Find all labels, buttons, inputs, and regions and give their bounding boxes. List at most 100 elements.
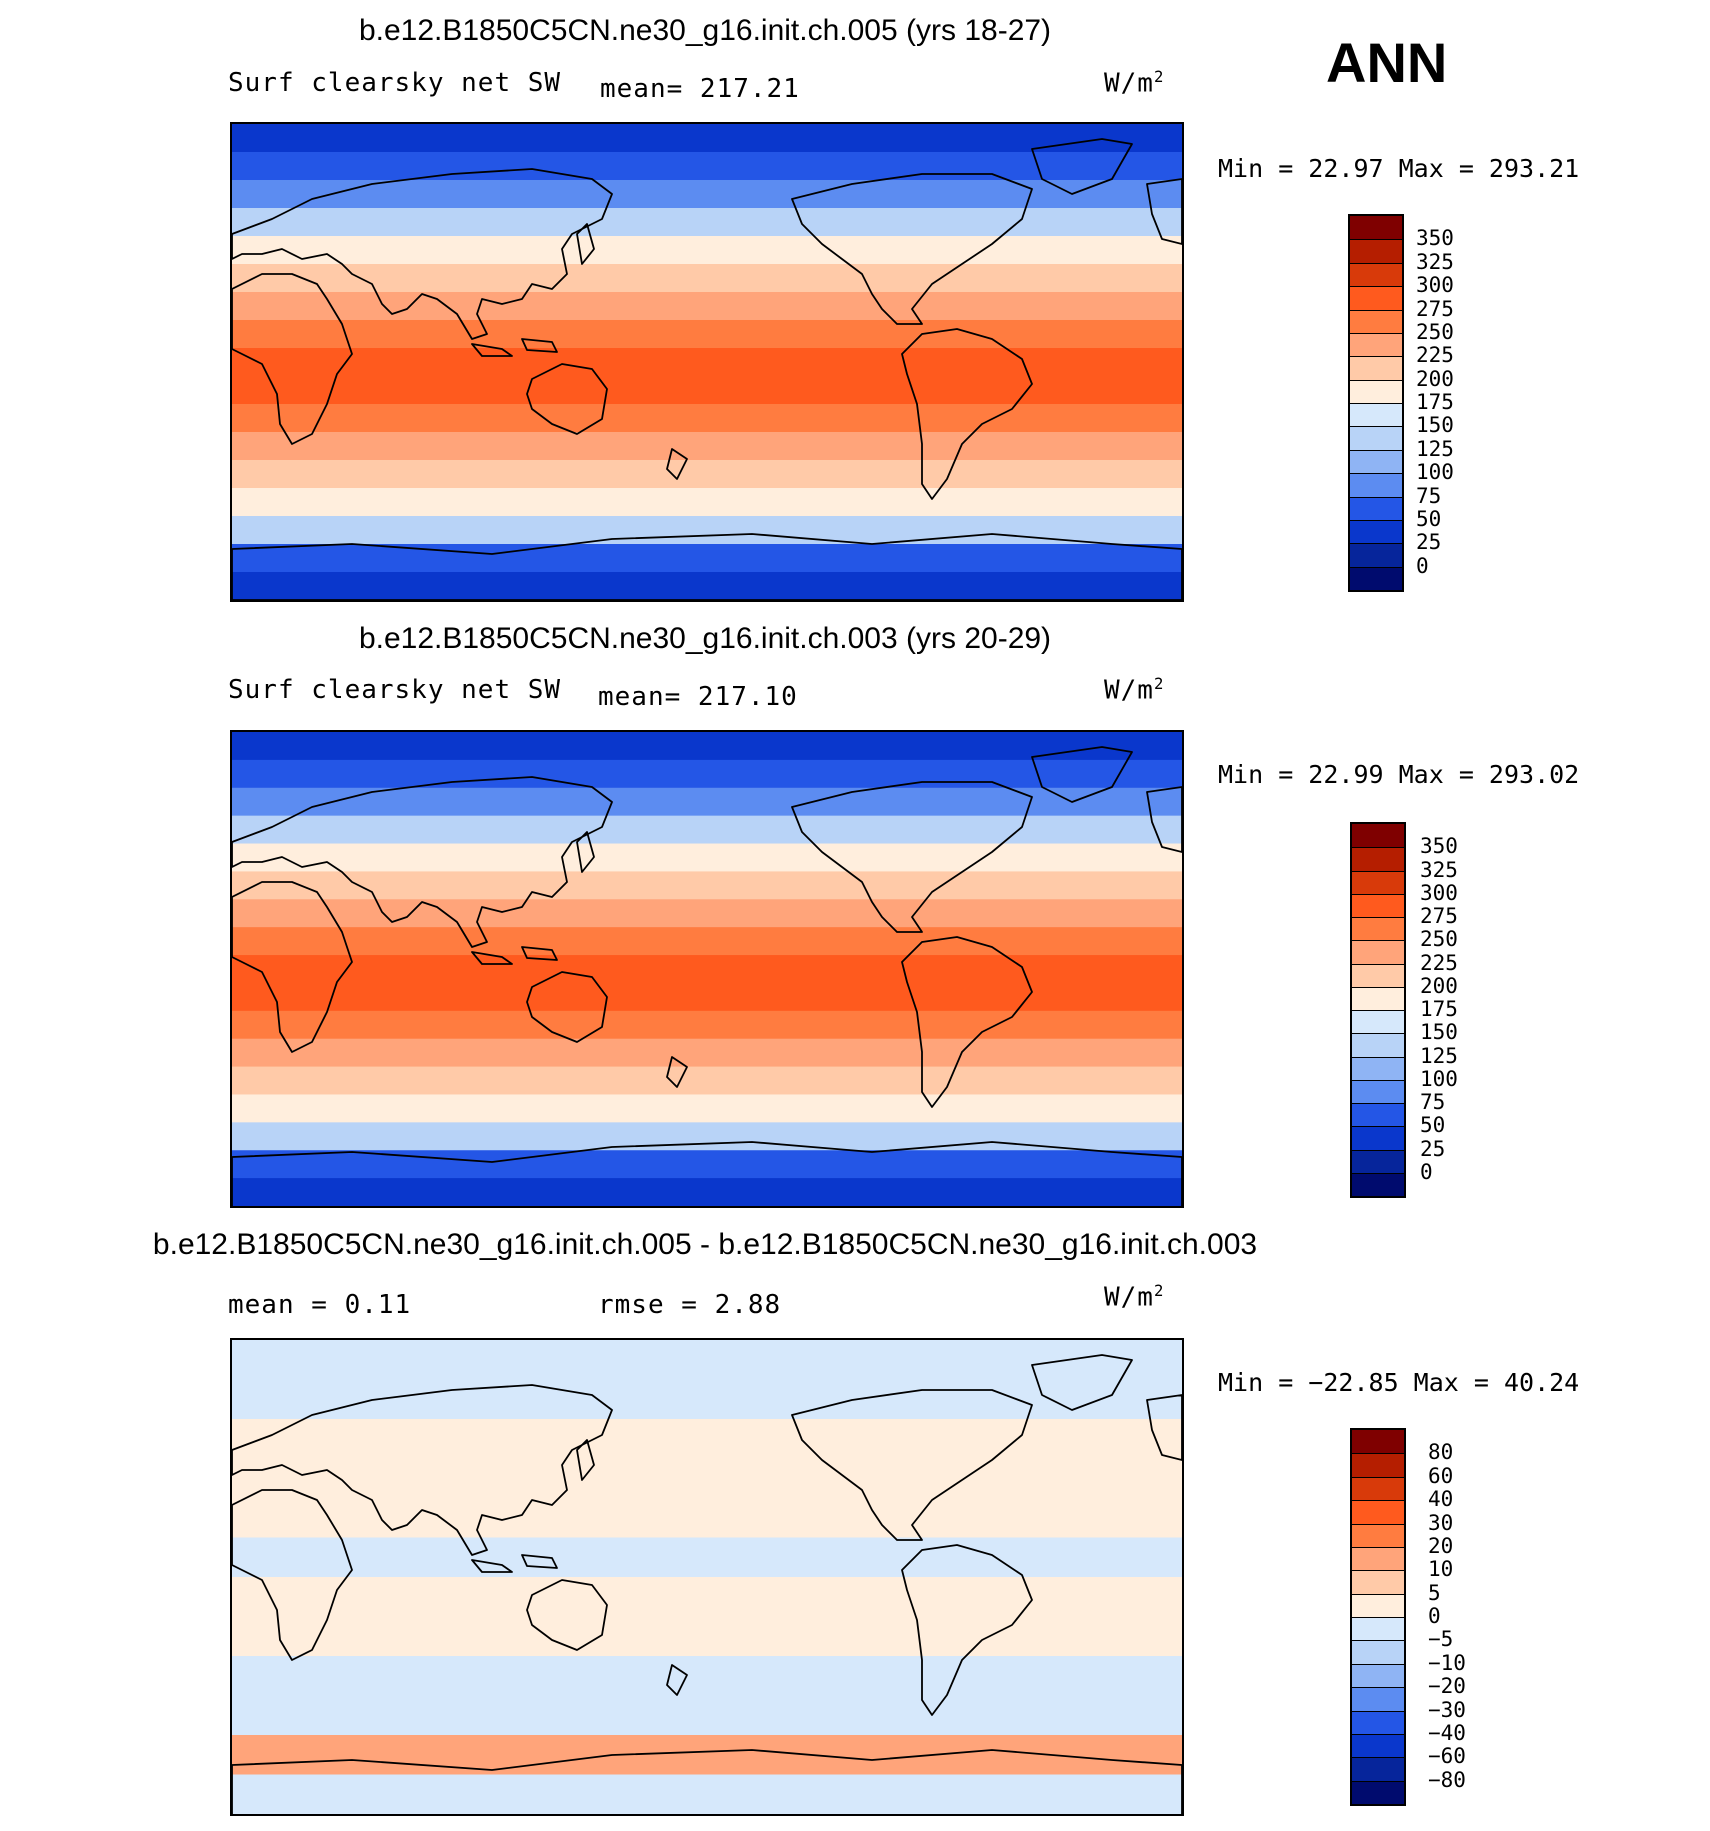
coastline	[526, 1579, 608, 1651]
colorbar-tick-label: 60	[1428, 1463, 1454, 1488]
colorbar-tick-label: 25	[1416, 530, 1442, 555]
field-band	[232, 1178, 1182, 1206]
field-band	[232, 1577, 1182, 1618]
colorbar-swatch	[1352, 1079, 1404, 1103]
colorbar-tick-label: 175	[1416, 390, 1454, 414]
coastline	[232, 1141, 1182, 1206]
field-band	[232, 376, 1182, 405]
coastline	[1146, 1394, 1182, 1461]
field-band	[232, 208, 1182, 237]
coastline	[471, 951, 513, 965]
colorbar-swatch	[1352, 870, 1404, 894]
colorbar-tick-label: 175	[1420, 997, 1458, 1021]
coastline	[901, 328, 1033, 500]
panel-3-units: W/m2	[1104, 1282, 1165, 1313]
colorbar-tick-label: 250	[1420, 927, 1458, 952]
colorbar-swatch	[1350, 309, 1402, 333]
colorbar-swatch	[1350, 239, 1402, 263]
panel-2-variable: Surf clearsky net SW	[228, 675, 562, 705]
coastline	[232, 168, 613, 340]
coastline	[526, 971, 608, 1043]
coastline	[791, 173, 1033, 325]
field-band	[232, 1458, 1182, 1499]
colorbar-tick-label: 350	[1420, 834, 1458, 859]
panel-3-mean: mean = 0.11	[228, 1290, 412, 1320]
field-band	[232, 1656, 1182, 1697]
colorbar-tick-label: 25	[1420, 1136, 1446, 1161]
field-band	[232, 1774, 1182, 1814]
colorbar-tick-label: 40	[1428, 1487, 1454, 1512]
colorbar-tick-label: 10	[1428, 1557, 1454, 1582]
field-band	[232, 236, 1182, 265]
colorbar-tick-label: 80	[1428, 1440, 1454, 1465]
colorbar-swatch	[1352, 1663, 1404, 1688]
field-band	[232, 1038, 1182, 1068]
field-band	[232, 516, 1182, 545]
coastline	[232, 533, 1182, 600]
colorbar-swatch	[1350, 543, 1402, 567]
panel-2-colorbar	[1350, 822, 1406, 1198]
coastline	[1031, 746, 1133, 803]
colorbar-tick-label: −10	[1428, 1650, 1466, 1675]
field-band	[232, 264, 1182, 293]
colorbar-tick-label: 20	[1428, 1533, 1454, 1558]
colorbar-swatch	[1352, 1710, 1404, 1734]
colorbar-swatch	[1352, 1570, 1404, 1594]
colorbar-tick-label: 350	[1416, 226, 1454, 251]
colorbar-swatch	[1352, 1430, 1404, 1454]
field-band	[232, 1010, 1182, 1040]
field-band	[232, 460, 1182, 489]
colorbar-tick-label: 325	[1420, 857, 1458, 882]
colorbar-swatch	[1352, 917, 1404, 941]
coastline	[576, 223, 595, 265]
panel-1-minmax: Min = 22.97 Max = 293.21	[1218, 154, 1580, 183]
coastline	[901, 1544, 1033, 1716]
colorbar-tick-label: 50	[1420, 1113, 1446, 1138]
colorbar-tick-label: 125	[1420, 1043, 1458, 1068]
coastline	[471, 343, 513, 357]
field-band	[232, 404, 1182, 433]
field-band	[232, 1122, 1182, 1152]
colorbar-tick-label: −30	[1428, 1697, 1466, 1722]
coastline	[666, 1056, 688, 1088]
coastline	[1146, 786, 1182, 853]
field-band	[232, 871, 1182, 901]
colorbar-swatch	[1350, 426, 1402, 450]
colorbar-swatch	[1352, 1056, 1404, 1080]
panel-2-minmax: Min = 22.99 Max = 293.02	[1218, 760, 1580, 789]
colorbar-tick-label: −5	[1428, 1627, 1454, 1652]
colorbar-tick-label: −20	[1428, 1674, 1466, 1699]
field-band	[232, 1419, 1182, 1460]
field-band	[232, 955, 1182, 984]
coastline	[576, 831, 595, 873]
colorbar-tick-label: 275	[1420, 904, 1458, 928]
field-band	[232, 124, 1182, 153]
colorbar-tick-label: 200	[1416, 366, 1454, 391]
colorbar-tick-label: 0	[1416, 553, 1429, 578]
coastline	[1031, 1354, 1133, 1411]
field-band	[232, 982, 1182, 1012]
colorbar-swatch	[1352, 1733, 1404, 1758]
colorbar-swatch	[1352, 1500, 1404, 1524]
colorbar-swatch	[1352, 1126, 1404, 1150]
field-band	[232, 1379, 1182, 1420]
field-band	[232, 572, 1182, 600]
colorbar-tick-label: 5	[1428, 1580, 1441, 1605]
coastline	[901, 936, 1033, 1108]
coastline	[521, 946, 558, 961]
colorbar-swatch	[1352, 847, 1404, 871]
colorbar-tick-label: −60	[1428, 1744, 1466, 1769]
coastline	[232, 1384, 613, 1556]
colorbar-swatch	[1352, 1523, 1404, 1547]
colorbar-swatch	[1352, 1149, 1404, 1173]
colorbar-tick-label: 250	[1416, 319, 1454, 344]
panel-2-units: W/m2	[1104, 675, 1165, 706]
panel-3-rmse: rmse = 2.88	[598, 1290, 782, 1320]
field-band	[232, 1340, 1182, 1381]
colorbar-swatch	[1352, 1172, 1404, 1196]
colorbar-swatch	[1350, 356, 1402, 380]
colorbar-swatch	[1350, 496, 1402, 520]
panel-1-colorbar	[1348, 214, 1404, 592]
colorbar-swatch	[1350, 286, 1402, 310]
colorbar-tick-label: −80	[1428, 1767, 1466, 1792]
